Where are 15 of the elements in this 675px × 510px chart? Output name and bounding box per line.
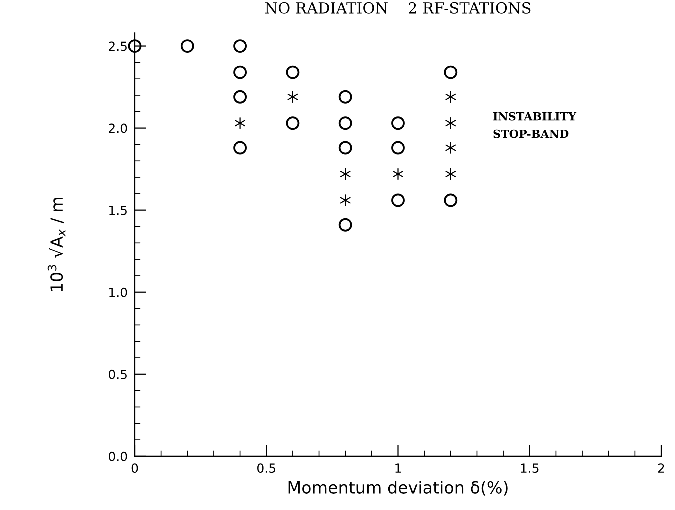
y-axis-title: 10$^{3}$ √A$_{x}$ / m — [48, 198, 66, 292]
x-tick-label: 0.5 — [258, 464, 276, 474]
annotation: INSTABILITY STOP-BAND — [494, 112, 577, 138]
x-axis-title: Momentum deviation δ(%) — [288, 481, 508, 496]
y-tick-label: 0.0 — [109, 452, 128, 462]
y-tick-label: 2.0 — [109, 124, 128, 134]
x-tick-label: 2 — [658, 464, 664, 473]
x-tick-label: 1 — [396, 464, 402, 473]
y-tick-label: 0.5 — [109, 370, 127, 380]
y-tick-label: 2.5 — [109, 42, 127, 52]
y-tick-label: 1.5 — [110, 206, 127, 216]
x-tick-label: 0 — [132, 464, 138, 474]
y-tick-label: 1.0 — [110, 288, 128, 298]
x-tick-label: 1.5 — [521, 464, 539, 474]
chart-title: NO RADIATION 2 RF-STATIONS — [265, 2, 531, 14]
